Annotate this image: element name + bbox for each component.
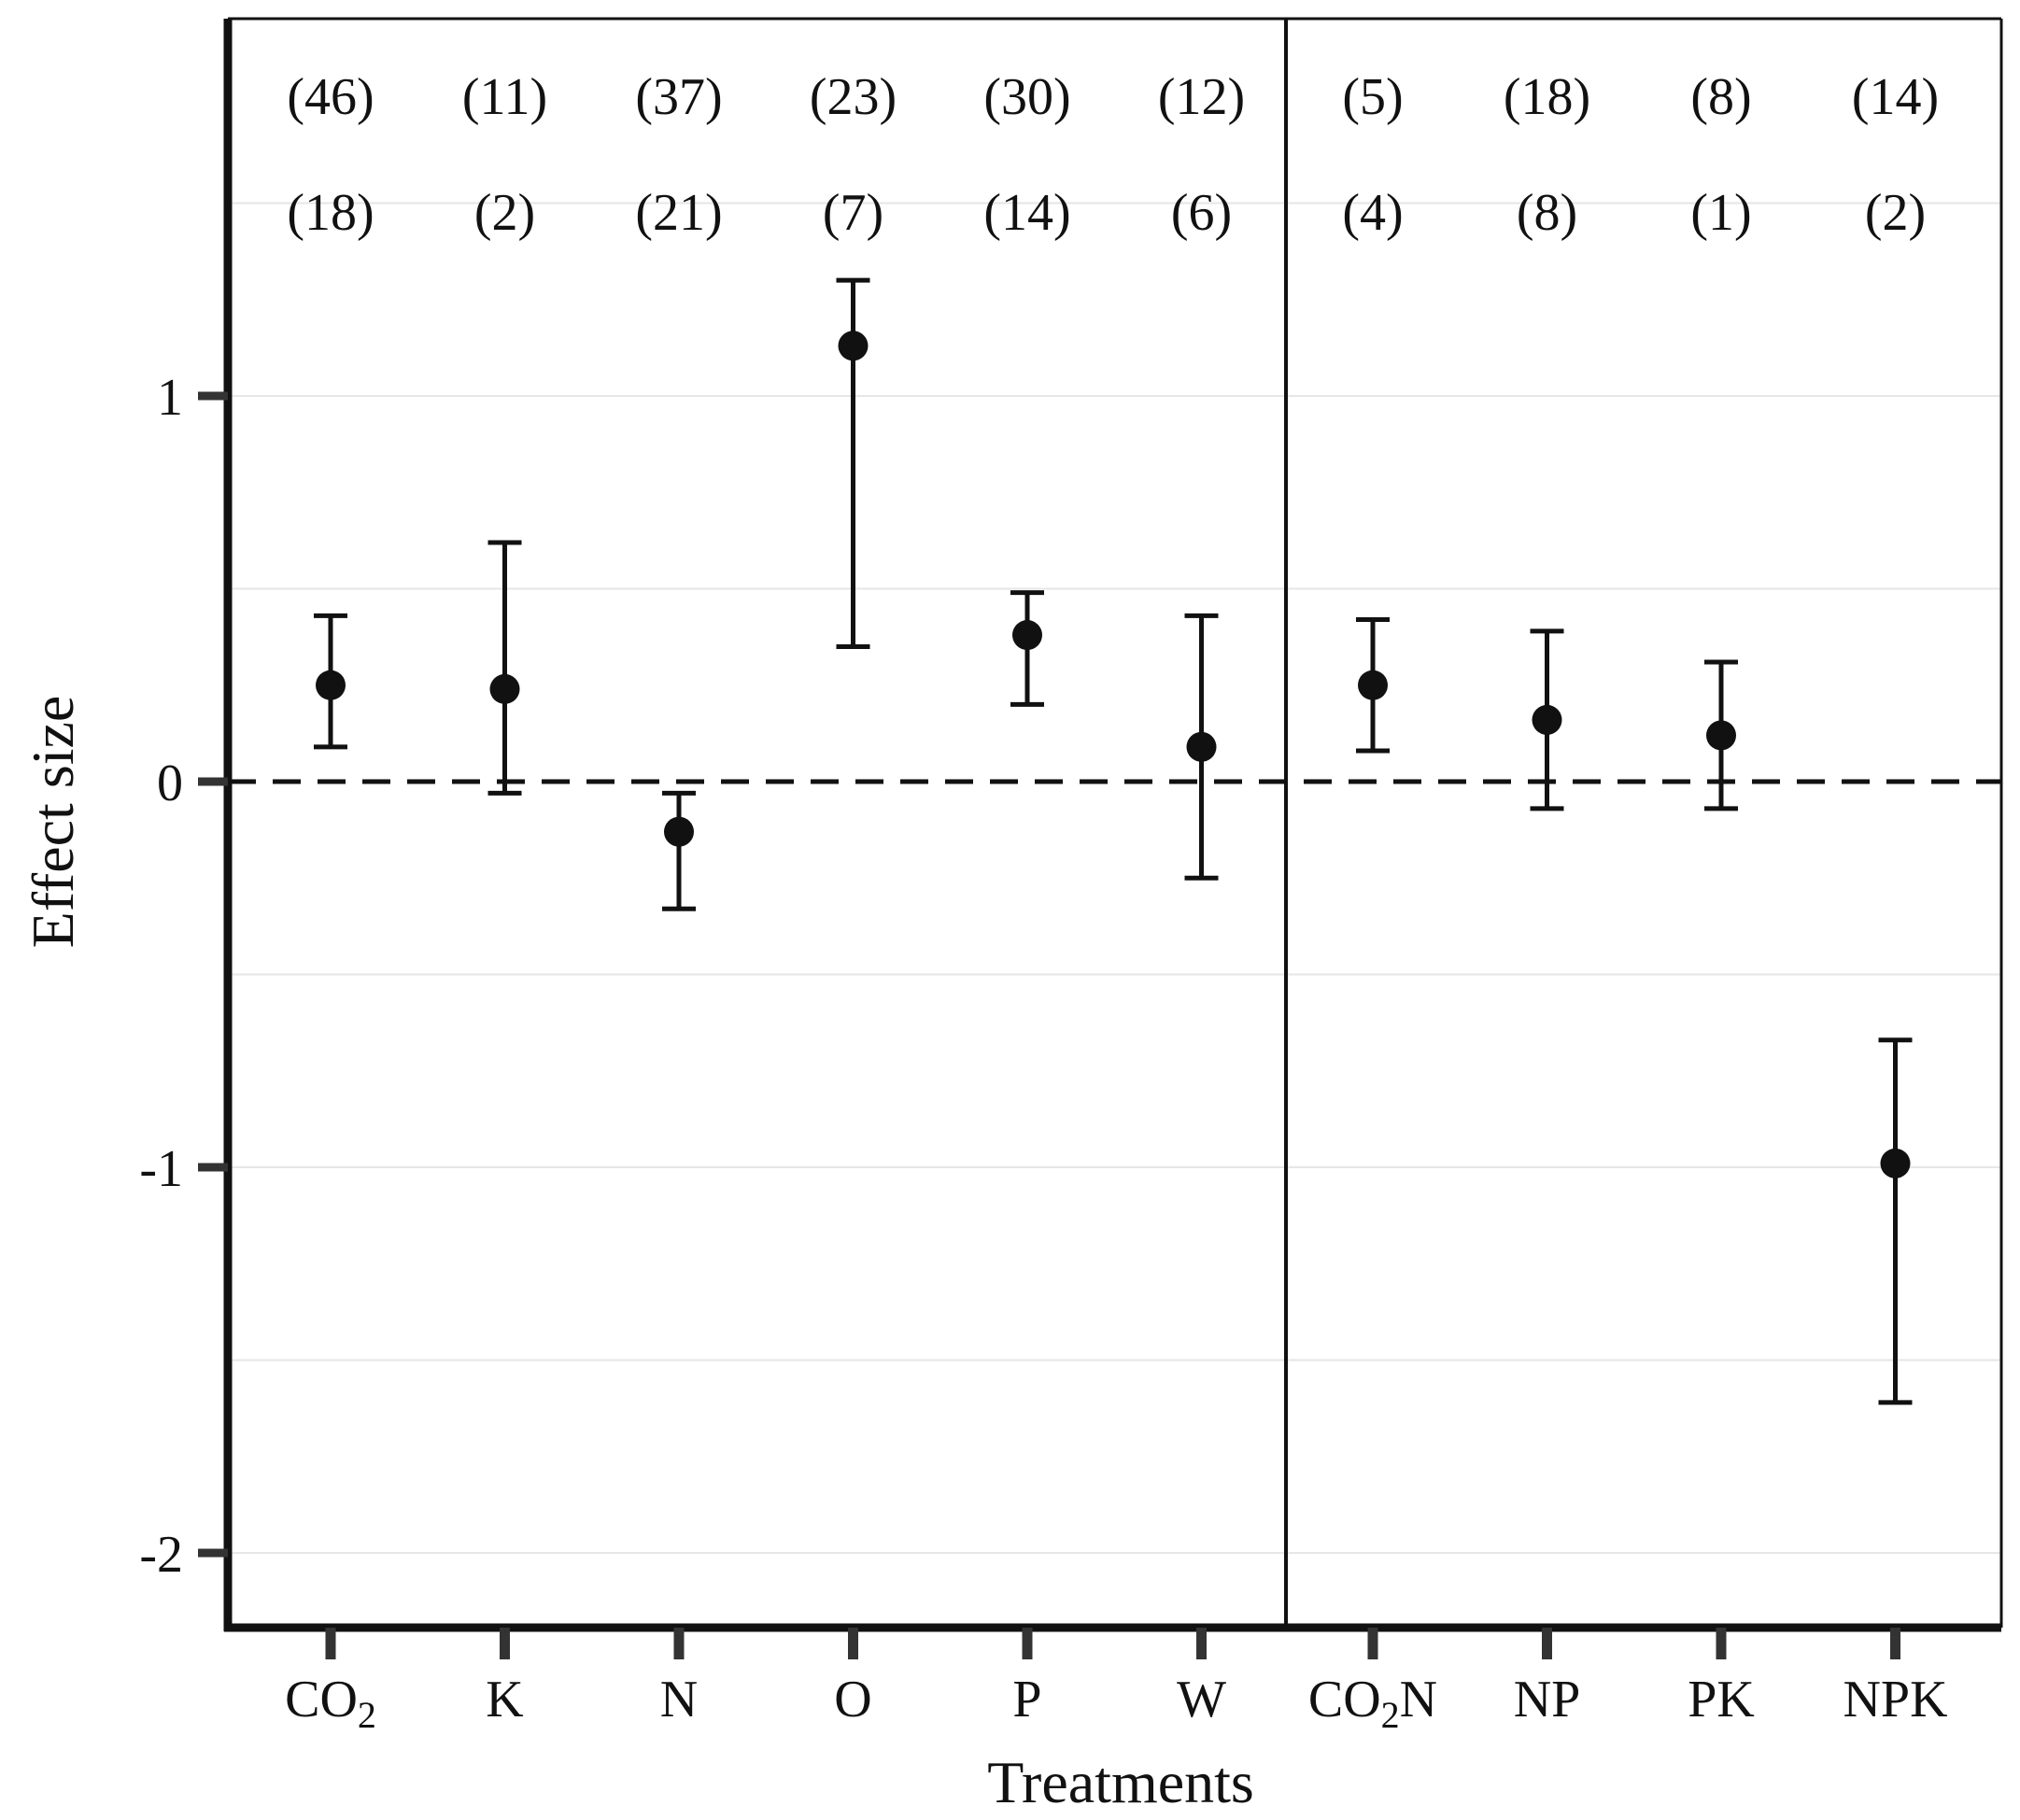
count-label-bottom: (2) [1865, 184, 1926, 242]
count-label-bottom: (4) [1342, 184, 1403, 242]
count-label-bottom: (2) [474, 184, 535, 242]
x-tick-label: W [1177, 1671, 1226, 1728]
x-tick-label: N [660, 1671, 698, 1728]
x-tick-label: CO2N [1308, 1671, 1437, 1736]
effect-point [1358, 670, 1388, 700]
error-bar [1356, 617, 1390, 754]
x-tick-label: NPK [1843, 1671, 1947, 1728]
count-label-bottom: (7) [823, 184, 883, 242]
count-label-top: (14) [1852, 68, 1939, 126]
count-label-bottom: (6) [1171, 184, 1232, 242]
effect-point [1880, 1148, 1911, 1178]
x-axis: CO2 K N O P W CO2N NP PK NPK [285, 1628, 1948, 1736]
count-label-top: (46) [287, 68, 374, 126]
count-label-top: (11) [462, 68, 547, 126]
error-bar [1530, 628, 1564, 811]
error-bar [1010, 590, 1044, 707]
error-bar [1184, 613, 1219, 881]
effect-point [1186, 731, 1217, 762]
sample-counts: (46) (18) (11) (2) (37) (21) (23) (7) (30) (14) (1… [287, 68, 1939, 242]
effect-point [838, 331, 869, 361]
count-label-bottom: (14) [983, 184, 1070, 242]
count-label-bottom: (1) [1690, 184, 1751, 242]
y-tick-label: 1 [157, 369, 183, 427]
count-label-top: (23) [810, 68, 897, 126]
x-tick-label: NP [1514, 1671, 1581, 1728]
x-tick-label: PK [1688, 1671, 1755, 1728]
count-label-top: (37) [635, 68, 722, 126]
count-label-bottom: (21) [635, 184, 722, 242]
error-bar [836, 277, 870, 649]
gridlines [228, 202, 2001, 1554]
error-bar [314, 613, 347, 750]
effect-point [316, 670, 346, 700]
effect-point [664, 816, 694, 847]
y-axis-title: Effect size [20, 696, 86, 949]
y-axis: 1 0 -1 -2 [139, 369, 228, 1584]
effect-point [1706, 720, 1736, 751]
x-tick-label: K [486, 1671, 523, 1728]
count-label-top: (18) [1504, 68, 1590, 126]
count-label-top: (8) [1690, 68, 1751, 126]
y-tick-label: 0 [157, 755, 183, 812]
error-bar [662, 790, 696, 911]
error-bar [1704, 659, 1738, 811]
x-axis-title: Treatments [987, 1749, 1254, 1815]
error-bar [1878, 1037, 1913, 1405]
count-label-top: (30) [983, 68, 1070, 126]
count-label-top: (5) [1342, 68, 1403, 126]
error-bars [314, 277, 1913, 1405]
x-tick-label: O [834, 1671, 871, 1728]
count-label-bottom: (8) [1517, 184, 1577, 242]
error-bar [487, 540, 522, 796]
effect-point [1532, 704, 1562, 735]
y-tick-label: -1 [139, 1140, 183, 1198]
plot-frame [223, 17, 2003, 1632]
y-tick-label: -2 [139, 1526, 183, 1584]
count-label-top: (12) [1158, 68, 1245, 126]
effect-point [489, 673, 520, 704]
count-label-bottom: (18) [287, 184, 374, 242]
effect-point [1012, 620, 1042, 651]
x-tick-label: CO2 [285, 1671, 376, 1736]
x-tick-label: P [1012, 1671, 1041, 1728]
